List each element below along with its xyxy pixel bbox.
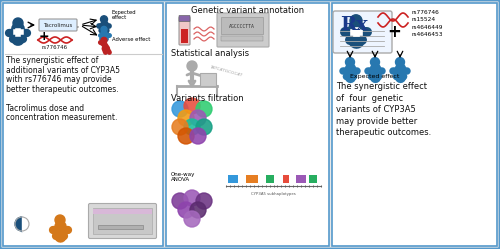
Text: One-way
ANOVA: One-way ANOVA — [171, 172, 196, 183]
Text: with rs776746 may provide: with rs776746 may provide — [6, 75, 112, 84]
FancyBboxPatch shape — [217, 13, 269, 47]
Text: CYP3A5 subhaplotypes: CYP3A5 subhaplotypes — [250, 192, 296, 196]
Text: Tacrolimus: Tacrolimus — [44, 22, 72, 27]
Circle shape — [190, 128, 206, 144]
Bar — [246, 175, 258, 183]
Bar — [181, 29, 188, 43]
Text: rs776746: rs776746 — [42, 45, 68, 50]
Text: TATCATGCGCAT: TATCATGCGCAT — [210, 65, 244, 77]
Text: additional variants of CYP3A5: additional variants of CYP3A5 — [6, 65, 120, 74]
Wedge shape — [15, 217, 22, 231]
Bar — [228, 175, 238, 183]
Bar — [221, 17, 263, 34]
Circle shape — [178, 202, 194, 218]
Text: concentration measurement.: concentration measurement. — [6, 113, 117, 122]
Text: may provide better: may provide better — [336, 117, 417, 125]
Text: Expected effect: Expected effect — [350, 74, 400, 79]
Text: better therapeutic outcomes.: better therapeutic outcomes. — [6, 84, 118, 94]
FancyBboxPatch shape — [333, 11, 392, 53]
Text: variants of CYP3A5: variants of CYP3A5 — [336, 105, 416, 114]
Circle shape — [196, 119, 212, 135]
Circle shape — [101, 26, 107, 32]
Circle shape — [196, 193, 212, 209]
Circle shape — [346, 58, 354, 66]
Text: +: + — [387, 23, 401, 41]
Bar — [221, 36, 263, 41]
Text: Expected
effect: Expected effect — [112, 10, 136, 20]
Text: The synergistic effect: The synergistic effect — [336, 82, 427, 91]
Wedge shape — [22, 217, 29, 231]
Circle shape — [350, 15, 362, 27]
Circle shape — [184, 98, 200, 114]
Text: rs15524: rs15524 — [412, 17, 436, 22]
Bar — [296, 175, 306, 183]
Circle shape — [184, 119, 200, 135]
Bar — [93, 208, 152, 234]
Circle shape — [178, 110, 194, 126]
Text: Adverse effect: Adverse effect — [112, 37, 150, 42]
Bar — [266, 175, 274, 183]
Text: rs776746: rs776746 — [412, 9, 440, 14]
Text: Rx: Rx — [340, 16, 368, 34]
Text: +: + — [38, 29, 50, 43]
Circle shape — [190, 110, 206, 126]
FancyBboxPatch shape — [179, 17, 190, 45]
Circle shape — [196, 101, 212, 117]
Circle shape — [100, 16, 107, 23]
Bar — [309, 175, 317, 183]
FancyBboxPatch shape — [88, 203, 156, 239]
Bar — [98, 225, 143, 229]
Text: Variants filtration: Variants filtration — [171, 94, 244, 103]
Text: Genetic variant annotation: Genetic variant annotation — [192, 6, 304, 15]
Text: rs4646449: rs4646449 — [412, 24, 444, 29]
Circle shape — [178, 128, 194, 144]
FancyBboxPatch shape — [39, 19, 77, 31]
Circle shape — [101, 37, 107, 43]
Text: Statistical analysis: Statistical analysis — [171, 49, 249, 58]
Bar — [283, 175, 289, 183]
Circle shape — [187, 61, 197, 71]
Text: therapeutic outcomes.: therapeutic outcomes. — [336, 128, 431, 137]
Circle shape — [172, 119, 188, 135]
Text: rs4646453: rs4646453 — [412, 32, 444, 37]
Circle shape — [396, 58, 404, 66]
Text: AGCCCCTTA: AGCCCCTTA — [229, 23, 255, 28]
Text: Tacrolimus dose and: Tacrolimus dose and — [6, 104, 84, 113]
Circle shape — [13, 18, 23, 28]
Circle shape — [172, 101, 188, 117]
FancyBboxPatch shape — [166, 3, 329, 246]
Bar — [93, 209, 152, 214]
FancyBboxPatch shape — [332, 3, 497, 246]
FancyBboxPatch shape — [179, 15, 190, 21]
FancyBboxPatch shape — [3, 3, 163, 246]
Text: The synergistic effect of: The synergistic effect of — [6, 56, 98, 65]
Circle shape — [184, 211, 200, 227]
Circle shape — [55, 215, 65, 225]
Text: of  four  genetic: of four genetic — [336, 94, 403, 103]
Circle shape — [184, 190, 200, 206]
Bar — [22, 217, 23, 231]
Circle shape — [370, 58, 380, 66]
Circle shape — [172, 193, 188, 209]
Bar — [200, 73, 216, 86]
Bar — [21, 217, 22, 231]
Circle shape — [190, 202, 206, 218]
